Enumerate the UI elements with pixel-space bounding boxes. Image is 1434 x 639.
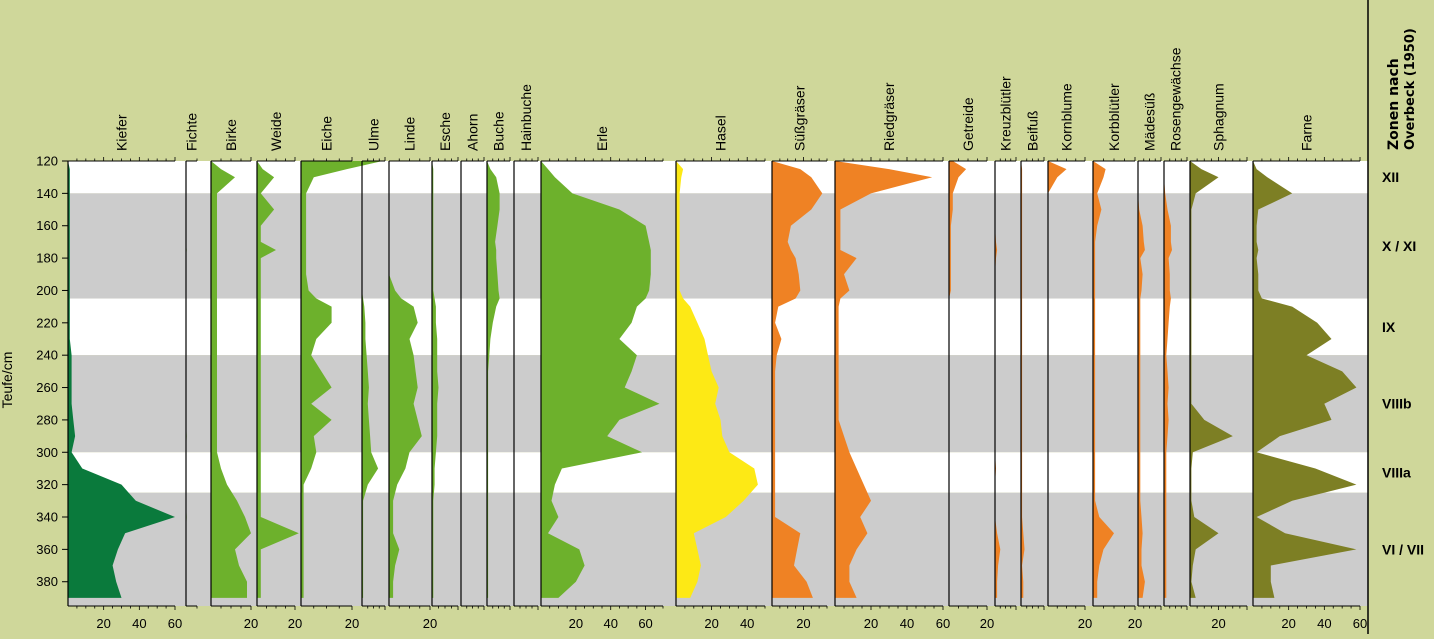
- zone-label: VI / VII: [1382, 541, 1424, 557]
- tick-label-erle: 60: [638, 616, 652, 631]
- column-title-riedgraeser: Riedgräser: [881, 82, 897, 151]
- column-title-weide: Weide: [268, 111, 284, 151]
- depth-tick-label: 140: [36, 186, 58, 201]
- depth-tick-label: 320: [36, 477, 58, 492]
- zone-label: VIIIb: [1382, 396, 1412, 412]
- depth-tick-label: 240: [36, 348, 58, 363]
- tick-label-hasel: 40: [740, 616, 754, 631]
- area-linde: [389, 161, 422, 598]
- taxon-areas: [68, 161, 1357, 598]
- area-farne: [1253, 161, 1357, 598]
- tick-label-kiefer: 20: [96, 616, 110, 631]
- column-title-suessgraeser: Süßgräser: [792, 85, 808, 151]
- area-hasel: [676, 161, 758, 598]
- tick-label-erle: 20: [569, 616, 583, 631]
- column-title-hasel: Hasel: [713, 115, 729, 151]
- tick-label-korbbluetler: 20: [1128, 616, 1142, 631]
- tick-label-kiefer: 40: [132, 616, 146, 631]
- zone-label: XII: [1382, 169, 1399, 185]
- area-esche: [432, 161, 439, 598]
- tick-label-farne: 60: [1353, 616, 1367, 631]
- zone-band-0: [68, 161, 1368, 194]
- zone-band-2: [68, 298, 1368, 356]
- area-maedesuess: [1138, 161, 1145, 598]
- tick-label-farne: 40: [1317, 616, 1331, 631]
- column-title-eiche: Eiche: [319, 116, 335, 151]
- depth-tick-label: 200: [36, 283, 58, 298]
- tick-label-riedgraeser: 20: [864, 616, 878, 631]
- column-title-ahorn: Ahorn: [465, 114, 481, 151]
- column-title-rosengewaechse: Rosengewächse: [1168, 47, 1184, 151]
- area-weide: [257, 161, 299, 598]
- tick-label-birke: 20: [244, 616, 258, 631]
- area-riedgraeser: [835, 161, 933, 598]
- zone-label: IX: [1382, 319, 1396, 335]
- area-kiefer: [68, 161, 175, 598]
- area-eiche: [301, 161, 383, 598]
- depth-tick-label: 160: [36, 218, 58, 233]
- zone-band-1: [68, 193, 1368, 299]
- zone-label: X / XI: [1382, 238, 1416, 254]
- area-beifuss: [1021, 161, 1025, 598]
- tick-label-farne: 20: [1281, 616, 1295, 631]
- area-erle: [541, 161, 660, 598]
- axes-layer: [62, 0, 1369, 634]
- tick-label-eiche: 20: [345, 616, 359, 631]
- column-title-esche: Esche: [437, 112, 453, 151]
- tick-label-riedgraeser: 40: [900, 616, 914, 631]
- column-title-kornblume: Kornblume: [1059, 83, 1075, 151]
- depth-tick-label: 340: [36, 510, 58, 525]
- area-birke: [211, 161, 251, 598]
- tick-label-suessgraeser: 20: [796, 616, 810, 631]
- depth-tick-label: 380: [36, 574, 58, 589]
- tick-label-sphagnum: 20: [1211, 616, 1225, 631]
- tick-label-weide: 20: [288, 616, 302, 631]
- column-title-ulme: Ulme: [366, 118, 382, 151]
- column-title-farne: Farne: [1299, 114, 1315, 151]
- column-title-buche: Buche: [491, 111, 507, 151]
- zone-label: VIIIa: [1382, 465, 1411, 481]
- area-suessgraeser: [772, 161, 823, 598]
- zone-column: [1368, 161, 1434, 606]
- depth-tick-label: 280: [36, 412, 58, 427]
- y-axis-label: Teufe/cm: [0, 352, 15, 409]
- area-buche: [487, 161, 500, 598]
- depth-tick-label: 220: [36, 315, 58, 330]
- zones-header-line2: Overbeck (1950): [1403, 28, 1418, 150]
- column-title-erle: Erle: [594, 126, 610, 151]
- depth-tick-label: 300: [36, 445, 58, 460]
- column-title-korbbluetler: Korbblütler: [1106, 83, 1122, 151]
- tick-label-getreide: 20: [980, 616, 994, 631]
- depth-tick-label: 120: [36, 154, 58, 169]
- depth-tick-label: 180: [36, 251, 58, 266]
- labels-layer: Teufe/cm Zonen nach Overbeck (1950) 20 40…: [0, 28, 1424, 631]
- area-korbbluetler: [1093, 161, 1114, 598]
- column-title-kiefer: Kiefer: [114, 114, 130, 151]
- depth-tick-label: 360: [36, 542, 58, 557]
- area-sphagnum: [1190, 161, 1233, 598]
- column-title-linde: Linde: [402, 117, 418, 151]
- zones-header-line1: Zonen nach: [1386, 58, 1402, 150]
- column-title-sphagnum: Sphagnum: [1211, 83, 1227, 151]
- column-title-hainbuche: Hainbuche: [518, 84, 534, 151]
- tick-label-kiefer: 60: [168, 616, 182, 631]
- column-title-fichte: Fichte: [184, 113, 200, 151]
- column-title-beifuss: Beifuß: [1025, 111, 1041, 151]
- tick-label-kornblume: 20: [1078, 616, 1092, 631]
- column-title-kreuzbluetler: Kreuzblütler: [998, 76, 1014, 151]
- area-ulme: [362, 161, 379, 598]
- tick-label-hasel: 20: [704, 616, 718, 631]
- column-title-maedesuess: Mädesüß: [1142, 93, 1158, 151]
- tick-label-erle: 40: [603, 616, 617, 631]
- tick-label-linde: 20: [423, 616, 437, 631]
- column-title-getreide: Getreide: [960, 97, 976, 151]
- column-title-birke: Birke: [223, 119, 239, 151]
- depth-tick-label: 260: [36, 380, 58, 395]
- area-getreide: [949, 161, 967, 598]
- area-rosengewaechse: [1164, 161, 1172, 598]
- tick-label-riedgraeser: 60: [936, 616, 950, 631]
